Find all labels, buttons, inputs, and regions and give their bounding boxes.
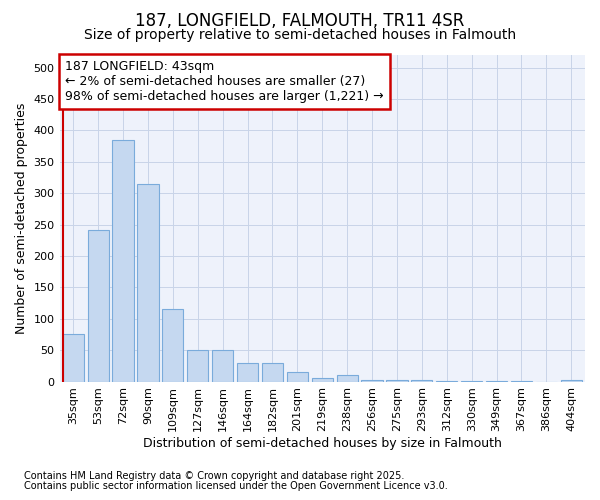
Y-axis label: Number of semi-detached properties: Number of semi-detached properties	[15, 102, 28, 334]
Bar	[137, 184, 158, 382]
Bar	[511, 381, 532, 382]
Text: Size of property relative to semi-detached houses in Falmouth: Size of property relative to semi-detach…	[84, 28, 516, 42]
Bar	[436, 381, 457, 382]
Bar	[311, 378, 333, 382]
Bar	[62, 334, 84, 382]
Bar	[88, 230, 109, 382]
Bar	[411, 380, 433, 382]
Bar	[386, 380, 407, 382]
X-axis label: Distribution of semi-detached houses by size in Falmouth: Distribution of semi-detached houses by …	[143, 437, 502, 450]
Bar	[561, 380, 582, 382]
Bar	[212, 350, 233, 382]
Bar	[287, 372, 308, 382]
Bar	[361, 380, 383, 382]
Text: 187, LONGFIELD, FALMOUTH, TR11 4SR: 187, LONGFIELD, FALMOUTH, TR11 4SR	[136, 12, 464, 30]
Bar	[461, 381, 482, 382]
Text: Contains HM Land Registry data © Crown copyright and database right 2025.: Contains HM Land Registry data © Crown c…	[24, 471, 404, 481]
Bar	[187, 350, 208, 382]
Bar	[162, 310, 184, 382]
Text: Contains public sector information licensed under the Open Government Licence v3: Contains public sector information licen…	[24, 481, 448, 491]
Bar	[337, 376, 358, 382]
Bar	[486, 381, 507, 382]
Bar	[262, 362, 283, 382]
Text: 187 LONGFIELD: 43sqm
← 2% of semi-detached houses are smaller (27)
98% of semi-d: 187 LONGFIELD: 43sqm ← 2% of semi-detach…	[65, 60, 383, 103]
Bar	[112, 140, 134, 382]
Bar	[237, 362, 258, 382]
